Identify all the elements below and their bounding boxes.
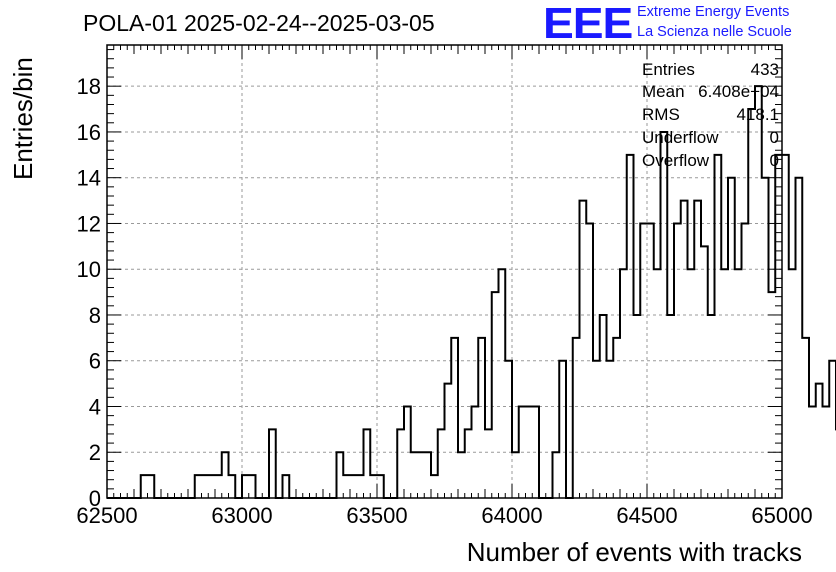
axis-ticks xyxy=(106,45,783,499)
stat-entries-label: Entries xyxy=(642,60,695,79)
y-tick-label: 6 xyxy=(89,349,101,374)
y-tick-label: 2 xyxy=(89,440,101,465)
y-tick-label: 0 xyxy=(89,486,101,511)
stat-mean-value: 6.408e+04 xyxy=(698,82,779,101)
x-tick-label: 64500 xyxy=(616,503,677,528)
stat-overflow-label: Overflow xyxy=(642,151,710,170)
y-tick-label: 12 xyxy=(77,211,101,236)
x-tick-label: 65000 xyxy=(751,503,812,528)
y-tick-label: 16 xyxy=(77,120,101,145)
stat-rms-value: 418.1 xyxy=(736,105,779,124)
stat-underflow-label: Underflow xyxy=(642,128,719,147)
y-tick-label: 10 xyxy=(77,257,101,282)
y-tick-label: 8 xyxy=(89,303,101,328)
axis-tick-labels: 62500 63000 63500 64000 64500 65000 0 2 4 6 8 10 12 1… xyxy=(76,74,812,528)
logo-line-2: La Scienza nelle Scuole xyxy=(637,24,792,40)
x-tick-label: 63000 xyxy=(211,503,272,528)
y-tick-label: 14 xyxy=(77,166,101,191)
y-tick-label: 4 xyxy=(89,394,101,419)
stat-mean-label: Mean xyxy=(642,82,685,101)
x-tick-label: 64000 xyxy=(481,503,542,528)
y-axis-label: Entries/bin xyxy=(8,57,38,180)
histogram-line xyxy=(107,85,836,499)
x-axis-label: Number of events with tracks xyxy=(466,537,802,567)
eee-logo: EEE xyxy=(543,0,633,48)
x-tick-label: 62500 xyxy=(76,503,137,528)
stat-overflow-value: 0 xyxy=(769,151,779,170)
chart-title: POLA-01 2025-02-24--2025-03-05 xyxy=(83,10,435,36)
stat-rms-label: RMS xyxy=(642,105,680,124)
stat-entries-value: 433 xyxy=(750,60,779,79)
x-tick-label: 63500 xyxy=(346,503,407,528)
y-tick-label: 18 xyxy=(77,74,101,99)
logo-line-1: Extreme Energy Events xyxy=(637,4,790,20)
stat-underflow-value: 0 xyxy=(769,128,779,147)
